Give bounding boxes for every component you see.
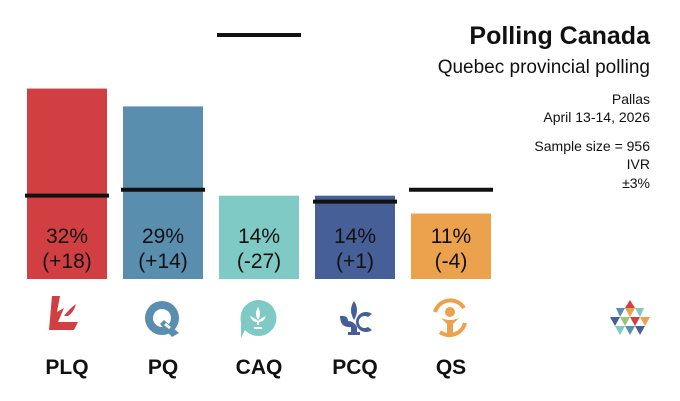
category-label-caq: CAQ: [236, 356, 283, 379]
value-labels-group: 32%(+18)29%(+14)14%(-27)14%(+1)11%(-4): [42, 225, 471, 273]
value-label-caq: 14%: [238, 225, 280, 248]
value-label-qs: 11%: [431, 225, 471, 248]
plq-logo-icon: [49, 296, 78, 330]
change-label-caq: (-27): [237, 250, 281, 273]
pq-logo-icon: [145, 301, 179, 337]
bar-pq: [123, 106, 203, 279]
previous-result-lines: [25, 33, 493, 204]
change-label-pcq: (+1): [336, 250, 374, 273]
category-label-qs: QS: [436, 356, 466, 379]
category-label-pq: PQ: [148, 356, 178, 379]
category-label-plq: PLQ: [45, 356, 88, 379]
value-label-pq: 29%: [142, 225, 184, 248]
value-label-plq: 32%: [46, 225, 88, 248]
chart-title: Polling Canada: [469, 22, 650, 50]
change-label-qs: (-4): [435, 250, 468, 273]
bars-group: [27, 88, 491, 279]
bar-pcq: [315, 195, 395, 279]
party-icons-group: [49, 296, 467, 338]
category-labels-group: PLQ PQ CAQ PCQ QS: [45, 356, 466, 379]
margin-of-error: ±3%: [622, 175, 650, 191]
bar-qs: [411, 213, 491, 279]
value-label-pcq: 14%: [334, 225, 376, 248]
caq-logo-icon: [240, 299, 277, 338]
bar-caq: [219, 195, 299, 279]
change-label-plq: (+18): [42, 250, 92, 273]
chart-subtitle: Quebec provincial polling: [437, 57, 650, 78]
bar-plq: [27, 88, 107, 279]
change-label-pq: (+14): [138, 250, 188, 273]
pcq-logo-icon: [340, 301, 372, 335]
pollster-label: Pallas: [611, 91, 650, 107]
sample-size: Sample size = 956: [534, 138, 650, 154]
poll-dates: April 13-14, 2026: [543, 109, 650, 125]
category-label-pcq: PCQ: [332, 356, 378, 379]
qs-logo-icon: [433, 298, 467, 338]
poll-method: IVR: [626, 156, 650, 172]
polling-canada-logo-icon: [610, 300, 650, 335]
